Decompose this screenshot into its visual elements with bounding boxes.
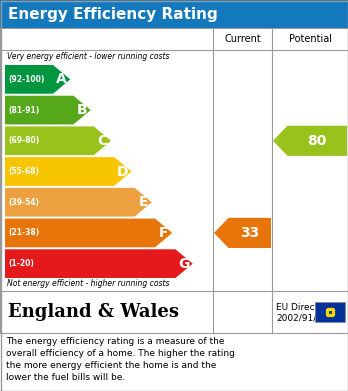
Text: (55-68): (55-68) <box>8 167 39 176</box>
Text: The energy efficiency rating is a measure of the
overall efficiency of a home. T: The energy efficiency rating is a measur… <box>6 337 235 382</box>
Text: 80: 80 <box>308 134 327 148</box>
Text: G: G <box>179 256 190 271</box>
Text: 2002/91/EC: 2002/91/EC <box>276 314 328 323</box>
Polygon shape <box>273 126 347 156</box>
Text: (1-20): (1-20) <box>8 259 34 268</box>
Polygon shape <box>5 65 70 94</box>
Text: England & Wales: England & Wales <box>8 303 179 321</box>
Text: 33: 33 <box>240 226 259 240</box>
Text: Potential: Potential <box>288 34 332 44</box>
Text: A: A <box>56 72 67 86</box>
Text: Not energy efficient - higher running costs: Not energy efficient - higher running co… <box>7 279 169 288</box>
Polygon shape <box>5 157 132 186</box>
Bar <box>315 302 345 322</box>
Text: (21-38): (21-38) <box>8 228 39 237</box>
Text: (92-100): (92-100) <box>8 75 45 84</box>
Bar <box>0 0 348 28</box>
Polygon shape <box>5 219 172 247</box>
Text: E: E <box>139 195 148 209</box>
Text: (81-91): (81-91) <box>8 106 39 115</box>
Text: B: B <box>77 103 87 117</box>
Text: (39-54): (39-54) <box>8 198 39 207</box>
Text: Very energy efficient - lower running costs: Very energy efficient - lower running co… <box>7 52 169 61</box>
Polygon shape <box>5 96 91 124</box>
Polygon shape <box>5 249 193 278</box>
Bar <box>0 28 348 333</box>
Text: F: F <box>159 226 168 240</box>
Polygon shape <box>214 218 271 248</box>
Polygon shape <box>5 188 152 217</box>
Text: Current: Current <box>224 34 261 44</box>
Polygon shape <box>5 126 111 155</box>
Text: (69-80): (69-80) <box>8 136 39 145</box>
Text: D: D <box>117 165 129 179</box>
Text: C: C <box>97 134 108 148</box>
Text: EU Directive: EU Directive <box>276 303 332 312</box>
Text: Energy Efficiency Rating: Energy Efficiency Rating <box>8 7 218 22</box>
